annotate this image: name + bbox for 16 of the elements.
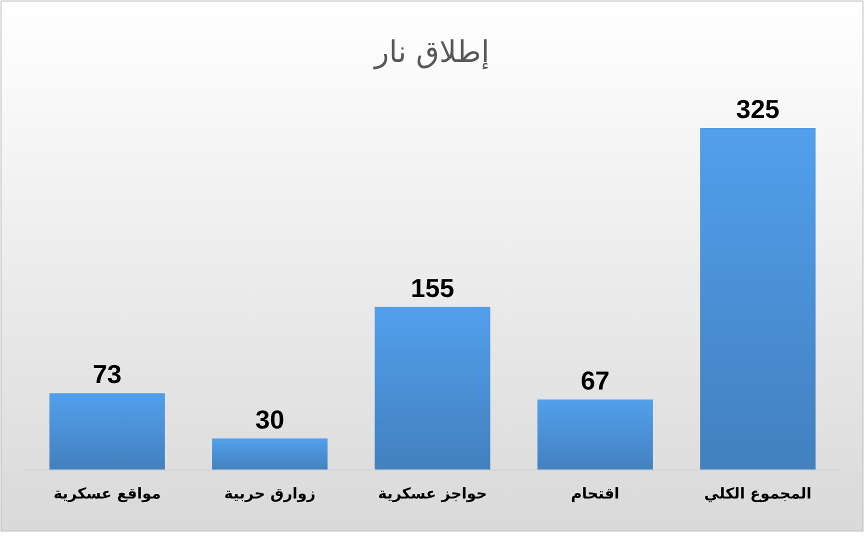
- data-label: 67: [580, 365, 610, 396]
- data-label: 73: [92, 359, 122, 390]
- chart-title: إطلاق نار: [372, 35, 490, 70]
- data-label: 155: [410, 272, 454, 303]
- x-tick-label: المجموع الكلي: [704, 484, 812, 503]
- data-label: 325: [736, 94, 780, 124]
- bar: [374, 306, 490, 470]
- bar: [537, 399, 653, 470]
- bar: [700, 128, 816, 470]
- x-tick-label: حواجز عسكرية: [378, 484, 488, 503]
- data-label: 30: [255, 404, 284, 434]
- x-tick-label: مواقع عسكرية: [53, 484, 161, 503]
- bar: [49, 393, 165, 470]
- x-tick-label: زوارق حربية: [224, 484, 316, 503]
- x-tick-label: اقتحام: [570, 484, 620, 503]
- bar: [212, 438, 328, 470]
